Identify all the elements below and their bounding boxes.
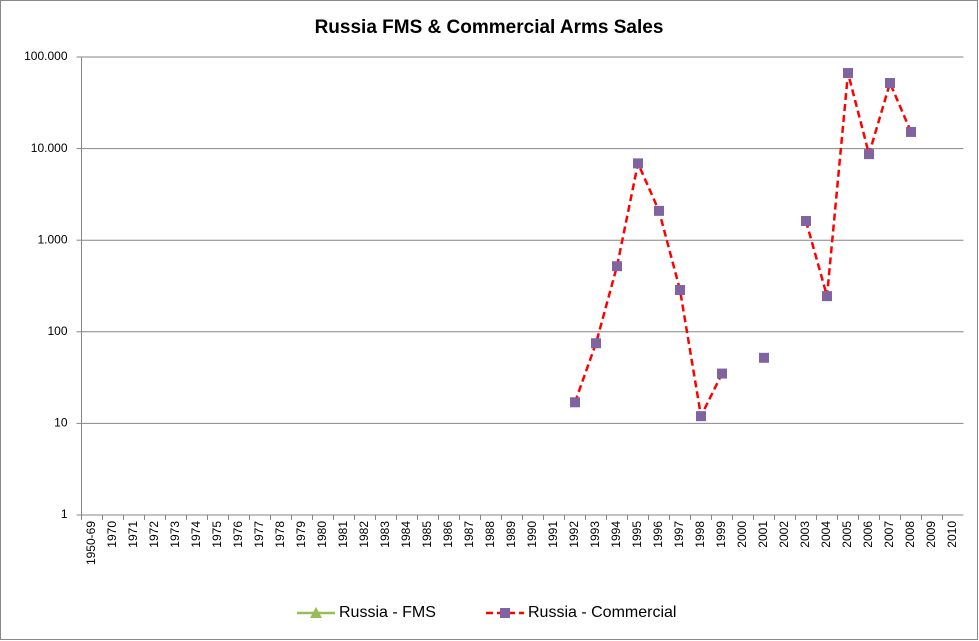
data-point [675,284,685,295]
x-tick-label: 1991 [546,521,560,548]
x-tick-label: 1971 [126,521,140,548]
y-tick-label: 100 [47,324,67,338]
data-point [612,261,622,272]
x-tick-label: 1978 [273,521,287,548]
x-tick-label: 2008 [903,521,917,548]
chart-title: Russia FMS & Commercial Arms Sales [315,17,664,38]
data-point [591,338,601,349]
x-tick-label: 1998 [693,521,707,548]
series-line [573,72,913,421]
legend-label: Russia - Commercial [528,604,676,621]
data-point [864,149,874,160]
x-tick-label: 2001 [756,521,770,548]
x-tick-label: 1997 [672,521,686,548]
legend-marker [500,608,510,618]
x-tick-label: 1974 [189,521,203,548]
x-tick-label: 1980 [315,521,329,548]
data-point [696,411,706,422]
x-tick-label: 1992 [567,521,581,548]
data-point [570,397,580,408]
x-tick-label: 1982 [357,521,371,548]
data-point [654,205,664,216]
x-tick-label: 1989 [504,521,518,548]
x-tick-label: 1996 [651,521,665,548]
y-tick-label: 10.000 [31,141,68,155]
x-tick-label: 1977 [252,521,266,548]
data-point [822,291,832,302]
x-tick-label: 1987 [462,521,476,548]
x-tick-label: 1950-69 [84,521,98,565]
x-tick-label: 1993 [588,521,602,548]
data-point [906,126,916,137]
x-tick-label: 2003 [798,521,812,548]
x-tick-label: 1990 [525,521,539,548]
x-tick-label: 1988 [483,521,497,548]
legend-marker [310,607,322,618]
x-tick-label: 1983 [378,521,392,548]
x-tick-label: 2005 [840,521,854,548]
x-tick-label: 2009 [924,521,938,548]
x-tick-label: 2002 [777,521,791,548]
x-tick-label: 1972 [147,521,161,548]
data-point [759,352,769,363]
x-tick-label: 2007 [882,521,896,548]
data-point [885,78,895,89]
y-tick-label: 10 [54,416,68,430]
data-point [801,216,811,227]
x-tick-label: 2006 [861,521,875,548]
data-point [717,368,727,379]
x-tick-label: 1973 [168,521,182,548]
x-tick-label: 1985 [420,521,434,548]
x-tick-label: 2000 [735,521,749,548]
legend-label: Russia - FMS [339,604,436,621]
x-tick-label: 1979 [294,521,308,548]
x-tick-label: 1986 [441,521,455,548]
x-tick-label: 2010 [945,521,959,548]
data-point [633,158,643,169]
y-tick-label: 1 [61,507,68,521]
x-tick-label: 1984 [399,521,413,548]
x-tick-label: 1995 [630,521,644,548]
data-point [843,68,853,79]
x-tick-label: 1970 [105,521,119,548]
x-tick-label: 1994 [609,521,623,548]
y-tick-label: 100.000 [24,49,68,63]
x-tick-label: 1976 [231,521,245,548]
x-tick-label: 1975 [210,521,224,548]
x-tick-label: 1999 [714,521,728,548]
x-tick-label: 1981 [336,521,350,548]
x-tick-label: 2004 [819,521,833,548]
y-tick-label: 1.000 [37,232,67,246]
